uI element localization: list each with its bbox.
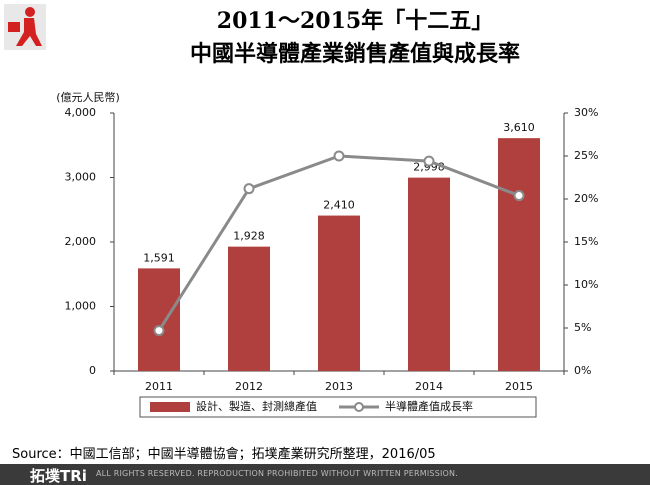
value-label: 1,591 xyxy=(143,251,175,264)
legend-box xyxy=(139,396,537,418)
legend-swatch xyxy=(150,402,190,412)
legend-marker xyxy=(354,402,364,412)
value-label: 3,610 xyxy=(503,121,535,134)
line-marker xyxy=(243,183,255,195)
y2-tick-label: 25% xyxy=(574,149,598,162)
x-tick-label: 2015 xyxy=(505,380,533,393)
footer: 拓墣TRi ALL RIGHTS RESERVED. REPRODUCTION … xyxy=(0,464,650,485)
bar xyxy=(498,138,540,371)
legend-label: 設計、製造、封測總產值 xyxy=(196,399,317,413)
chart-subtitle: 中國半導體產業銷售產值與成長率 xyxy=(190,41,520,67)
bar xyxy=(318,215,360,371)
y-tick-label: 0 xyxy=(89,364,96,377)
y-tick-label: 3,000 xyxy=(65,171,97,184)
bar xyxy=(228,246,270,371)
y-tick-label: 4,000 xyxy=(65,106,97,119)
value-label: 1,928 xyxy=(233,230,265,243)
logo-icon xyxy=(4,4,46,50)
y2-tick-label: 0% xyxy=(574,364,591,377)
x-tick-label: 2012 xyxy=(235,380,263,393)
line-marker xyxy=(423,155,435,167)
chart-title: 2011～2015年「十二五」 xyxy=(217,8,493,34)
chart: 2011～2015年「十二五」 中國半導體產業銷售產值與成長率 (億元人民幣) … xyxy=(4,4,598,418)
footer-notice: ALL RIGHTS RESERVED. REPRODUCTION PROHIB… xyxy=(96,469,458,478)
y-tick-label: 2,000 xyxy=(65,235,97,248)
y-unit-label: (億元人民幣) xyxy=(56,91,120,104)
line-marker xyxy=(513,190,525,202)
line-marker xyxy=(333,150,345,162)
x-tick-label: 2013 xyxy=(325,380,353,393)
bar xyxy=(408,177,450,371)
y2-tick-label: 15% xyxy=(574,235,598,248)
legend-label: 半導體產值成長率 xyxy=(385,399,473,413)
y2-tick-label: 5% xyxy=(574,321,591,334)
footer-logo: 拓墣TRi xyxy=(30,467,87,485)
y2-tick-label: 10% xyxy=(574,278,598,291)
x-tick-label: 2014 xyxy=(415,380,443,393)
x-tick-label: 2011 xyxy=(145,380,173,393)
y2-tick-label: 20% xyxy=(574,192,598,205)
value-label: 2,410 xyxy=(323,199,355,212)
bar xyxy=(138,268,180,371)
line-marker xyxy=(153,325,165,337)
source: Source：中國工信部；中國半導體協會；拓墣產業研究所整理，2016/05 xyxy=(12,447,436,462)
y2-tick-label: 30% xyxy=(574,106,598,119)
y-tick-label: 1,000 xyxy=(65,300,97,313)
